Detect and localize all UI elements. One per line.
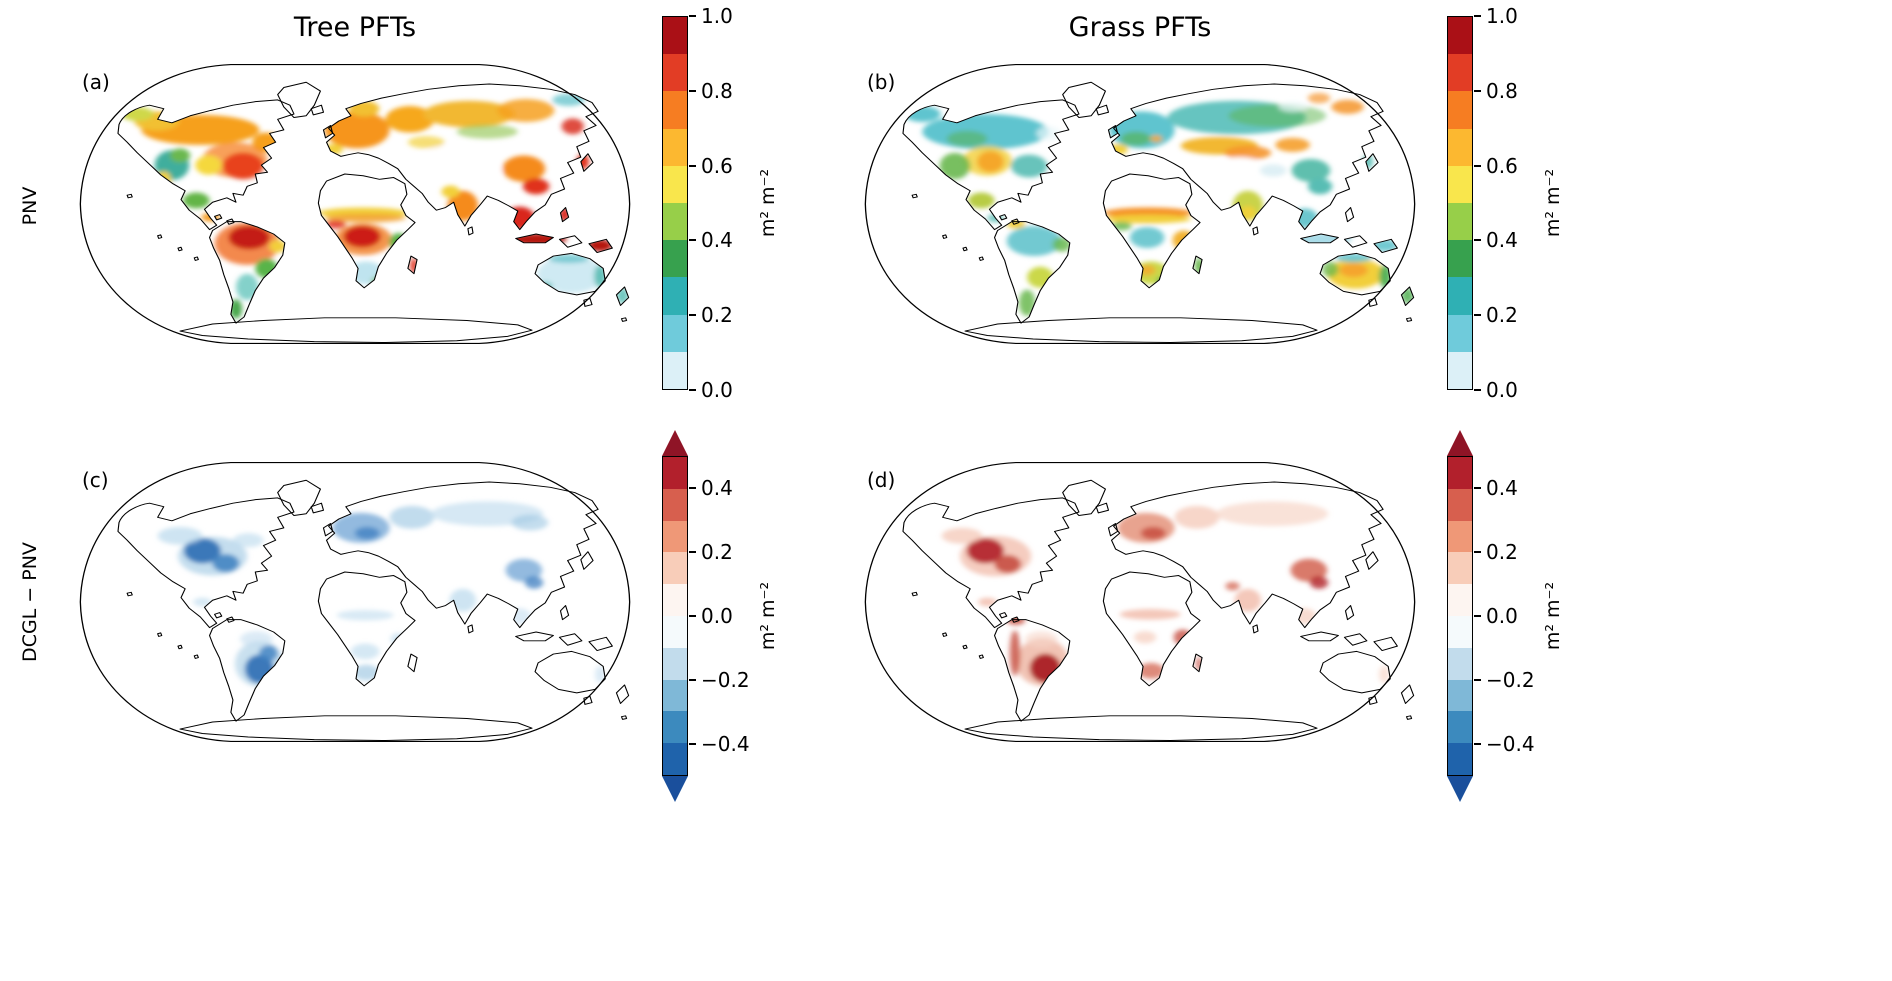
colorbar-over-arrow [1447, 430, 1473, 456]
colorbar-unit-label: m² m⁻² [1542, 168, 1564, 238]
colorbar-unit-label: m² m⁻² [1542, 581, 1564, 651]
colorbar-unit-label: m² m⁻² [757, 168, 779, 238]
colorbar-tick: 1.0 [689, 4, 733, 28]
data-layer [941, 501, 1390, 686]
colorbar-tick: 0.0 [689, 604, 733, 628]
colorbar-tick: 0.0 [689, 378, 733, 402]
colorbar-tick: 0.8 [689, 79, 733, 103]
colorbar-tick: 0.6 [1474, 154, 1518, 178]
colorbar-tick: 0.2 [689, 303, 733, 327]
colorbar-diff-grass: 0.4 0.2 0.0 −0.2 −0.4 m² m⁻² [1447, 430, 1597, 802]
colorbar-tick: −0.2 [689, 668, 750, 692]
panel-letter-a: (a) [82, 70, 110, 94]
colorbar-tick: 0.8 [1474, 79, 1518, 103]
colorbar-tick: 0.2 [1474, 303, 1518, 327]
colorbar-tick: 0.0 [1474, 378, 1518, 402]
colorbar-under-arrow [662, 776, 688, 802]
world-map-tree-pnv [79, 63, 631, 345]
colorbar-gradient [1447, 16, 1473, 390]
world-map-grass-diff [864, 461, 1416, 743]
colorbar-unit-label: m² m⁻² [757, 581, 779, 651]
world-map-tree-diff [79, 461, 631, 743]
colorbar-pnv-grass: 1.0 0.8 0.6 0.4 0.2 0.0 m² m⁻² [1447, 4, 1597, 402]
panel-letter-d: (d) [867, 468, 896, 492]
colorbar-over-arrow [662, 430, 688, 456]
colorbar-tick: 0.4 [1474, 476, 1518, 500]
colorbar-pnv-tree: 1.0 0.8 0.6 0.4 0.2 0.0 m² m⁻² [662, 4, 812, 402]
colorbar-tick: 0.0 [1474, 604, 1518, 628]
panel-letter-c: (c) [82, 468, 109, 492]
panel-d: (d) [845, 452, 1435, 752]
panel-b: (b) [845, 54, 1435, 354]
panel-c: (c) [60, 452, 650, 752]
colorbar-tick: −0.4 [689, 732, 750, 756]
row-label-dcgl-minus-pnv: DCGL − PNV [19, 542, 41, 662]
colorbar-tick: −0.2 [1474, 668, 1535, 692]
colorbar-tick: 0.2 [1474, 540, 1518, 564]
colorbar-gradient [1447, 456, 1473, 776]
column-title-tree: Tree PFTs [293, 12, 417, 43]
colorbar-tick: 1.0 [1474, 4, 1518, 28]
world-map-grass-pnv [864, 63, 1416, 345]
colorbar-gradient [662, 16, 688, 390]
colorbar-tick: 0.4 [689, 228, 733, 252]
colorbar-tick: 0.6 [689, 154, 733, 178]
colorbar-tick: −0.4 [1474, 732, 1535, 756]
column-title-grass: Grass PFTs [1068, 12, 1212, 43]
colorbar-tick: 0.2 [689, 540, 733, 564]
colorbar-under-arrow [1447, 776, 1473, 802]
colorbar-diff-tree: 0.4 0.2 0.0 −0.2 −0.4 m² m⁻² [662, 430, 812, 802]
panel-letter-b: (b) [867, 70, 896, 94]
panel-a: (a) [60, 54, 650, 354]
data-layer [157, 501, 606, 687]
row-label-pnv: PNV [19, 186, 41, 226]
colorbar-gradient [662, 456, 688, 776]
colorbar-tick: 0.4 [1474, 228, 1518, 252]
colorbar-tick: 0.4 [689, 476, 733, 500]
